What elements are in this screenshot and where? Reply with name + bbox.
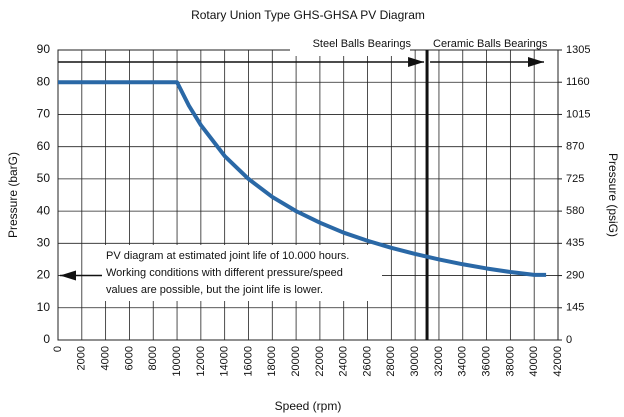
note-text: PV diagram at estimated joint life of 10… bbox=[106, 250, 349, 262]
x-tick-label: 30000 bbox=[409, 346, 421, 377]
x-tick-label: 16000 bbox=[242, 346, 254, 377]
arrow-head bbox=[408, 57, 425, 67]
y-tick-label: 50 bbox=[37, 171, 51, 185]
x-tick-label: 42000 bbox=[552, 346, 564, 377]
zone-label: Ceramic Balls Bearings bbox=[433, 38, 548, 50]
arrow-head bbox=[528, 57, 544, 67]
x-tick-label: 20000 bbox=[290, 346, 302, 377]
chart-title: Rotary Union Type GHS-GHSA PV Diagram bbox=[191, 8, 425, 22]
x-tick-label: 28000 bbox=[385, 346, 397, 377]
arrow-head bbox=[60, 270, 76, 281]
y-tick-label: 10 bbox=[37, 300, 51, 314]
zone-label: Steel Balls Bearings bbox=[313, 38, 412, 50]
y2-tick-label: 580 bbox=[566, 205, 584, 217]
x-tick-label: 4000 bbox=[100, 346, 112, 370]
pv-line bbox=[58, 80, 547, 277]
y-tick-label: 80 bbox=[37, 74, 51, 88]
note-text: values are possible, but the joint life … bbox=[106, 284, 323, 296]
x-tick-label: 6000 bbox=[123, 346, 135, 370]
x-tick-label: 24000 bbox=[338, 346, 350, 377]
x-tick-label: 38000 bbox=[504, 346, 516, 377]
y2-tick-label: 1160 bbox=[566, 76, 590, 88]
x-tick-label: 22000 bbox=[314, 346, 326, 377]
x-tick-label: 14000 bbox=[219, 346, 231, 377]
y2-tick-label: 290 bbox=[566, 269, 584, 281]
y-tick-label: 20 bbox=[37, 268, 51, 282]
y2-tick-label: 725 bbox=[566, 173, 584, 185]
note-text: Working conditions with different pressu… bbox=[106, 267, 343, 279]
x-axis-label: Speed (rpm) bbox=[275, 399, 342, 413]
y2-tick-label: 870 bbox=[566, 141, 584, 153]
y2-tick-label: 435 bbox=[566, 237, 584, 249]
y2-axis-label: Pressure (psiG) bbox=[606, 153, 620, 237]
y-tick-label: 60 bbox=[37, 139, 51, 153]
y2-tick-label: 1015 bbox=[566, 108, 590, 120]
note-box bbox=[102, 245, 382, 301]
zone-label-bg bbox=[290, 42, 410, 56]
x-tick-label: 10000 bbox=[171, 346, 183, 377]
y2-tick-label: 0 bbox=[566, 334, 572, 346]
y-tick-label: 30 bbox=[37, 236, 51, 250]
y-tick-label: 70 bbox=[37, 107, 51, 121]
y2-tick-label: 145 bbox=[566, 302, 584, 314]
x-tick-label: 26000 bbox=[361, 346, 373, 377]
x-tick-label: 0 bbox=[52, 346, 64, 352]
y-axis-label: Pressure (barG) bbox=[6, 152, 20, 238]
x-tick-label: 32000 bbox=[433, 346, 445, 377]
x-tick-label: 40000 bbox=[528, 346, 540, 377]
x-tick-label: 2000 bbox=[76, 346, 88, 370]
x-tick-label: 34000 bbox=[457, 346, 469, 377]
x-tick-label: 8000 bbox=[147, 346, 159, 370]
x-tick-label: 36000 bbox=[480, 346, 492, 377]
y2-tick-label: 1305 bbox=[566, 44, 590, 56]
x-tick-label: 12000 bbox=[195, 346, 207, 377]
y-tick-label: 90 bbox=[37, 42, 51, 56]
y-tick-label: 40 bbox=[37, 203, 51, 217]
y-tick-label: 0 bbox=[43, 332, 50, 346]
x-tick-label: 18000 bbox=[266, 346, 278, 377]
